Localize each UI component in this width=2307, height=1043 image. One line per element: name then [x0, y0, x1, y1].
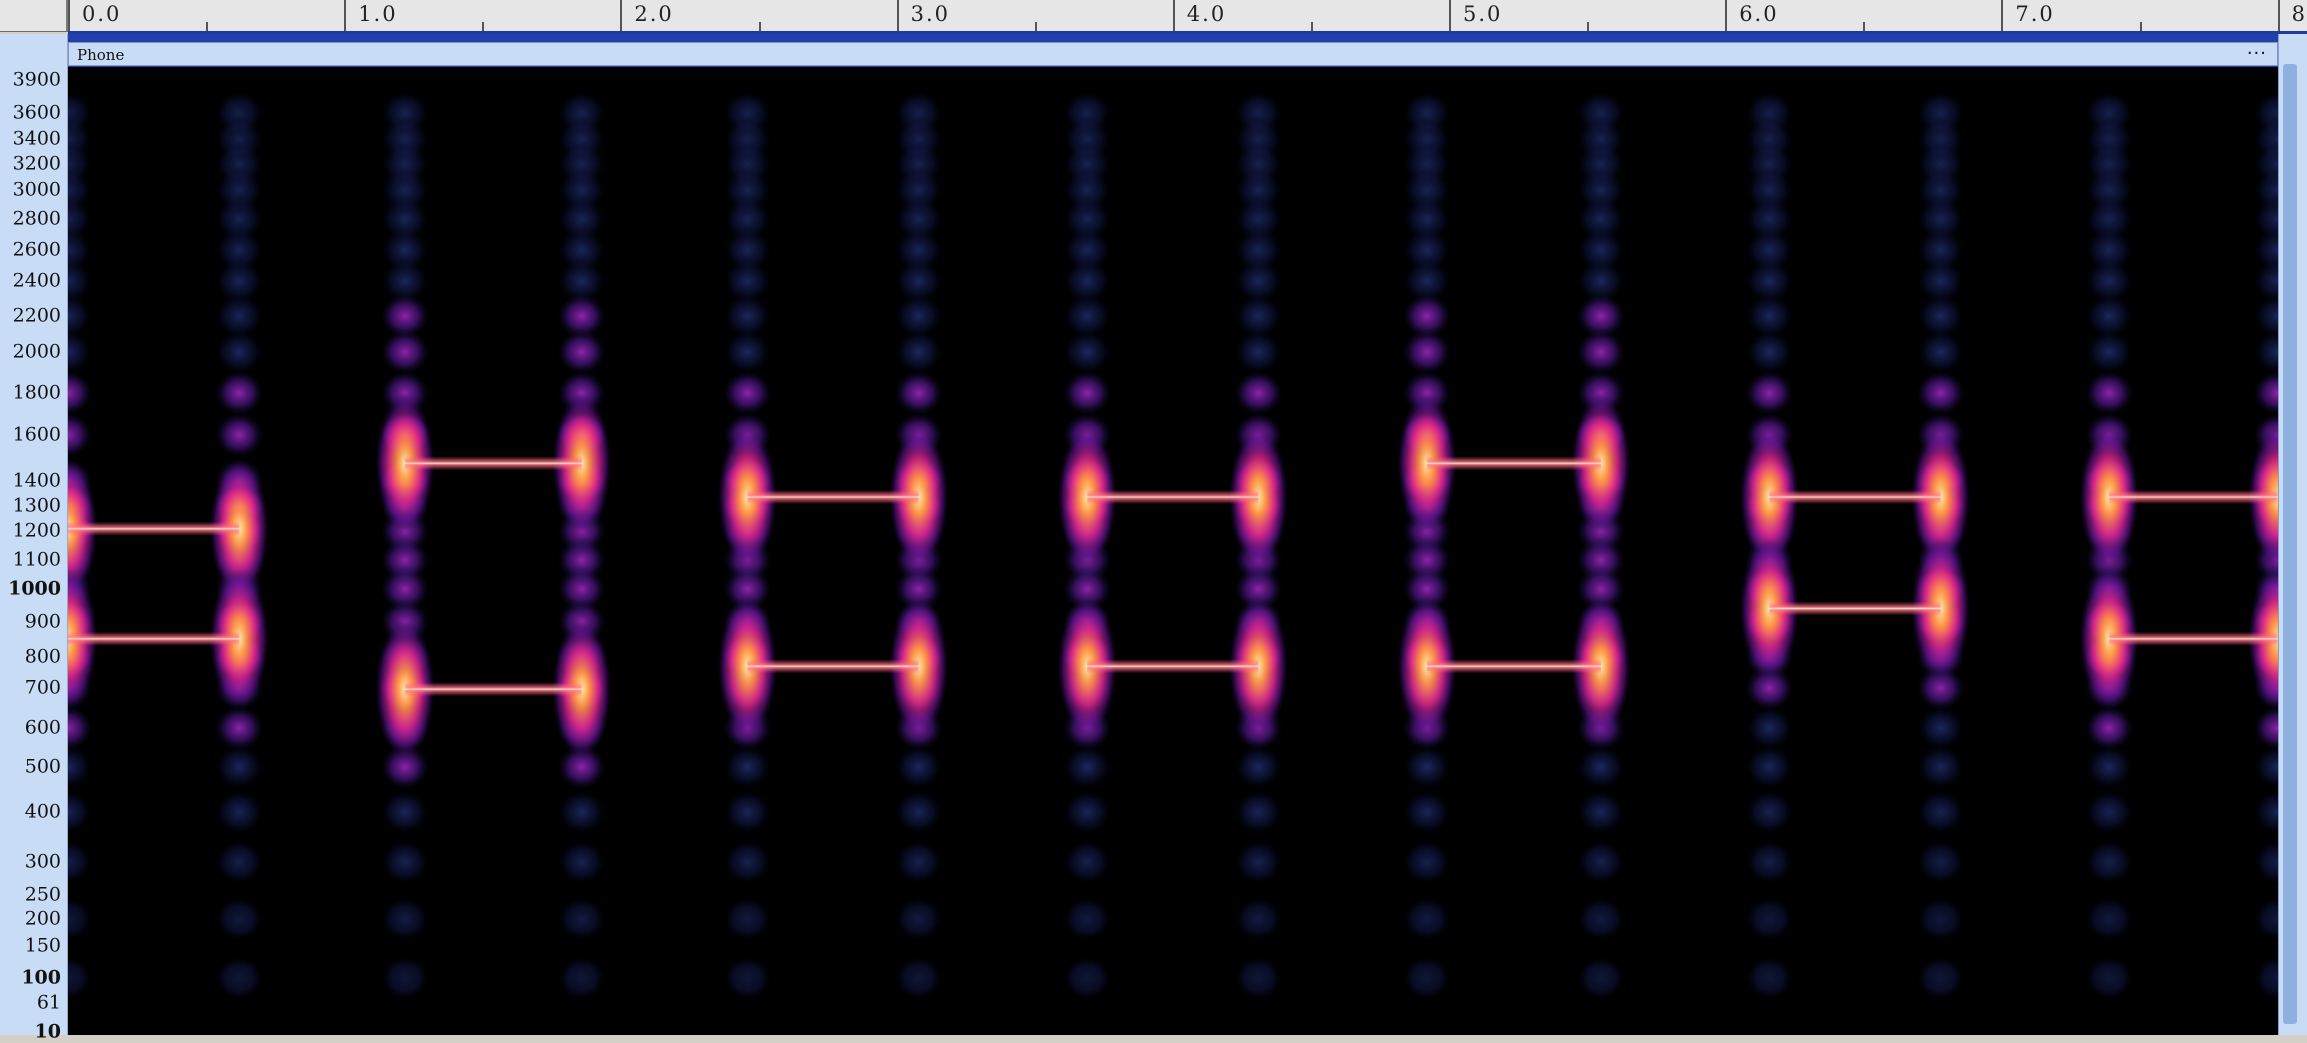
ruler-label: 6.0 — [1739, 2, 1779, 26]
ruler-label: 3.0 — [910, 2, 950, 26]
ruler-major-tick — [344, 0, 347, 31]
ruler-minor-tick — [2139, 22, 2142, 31]
freq-label: 100 — [21, 966, 61, 989]
freq-label: 1400 — [12, 469, 61, 492]
ruler-major-tick — [1449, 0, 1451, 31]
freq-label: 61 — [36, 991, 61, 1014]
freq-label: 1800 — [12, 381, 61, 404]
freq-label: 2800 — [12, 207, 61, 230]
time-ruler[interactable]: 0.0 1.0 2.0 3.0 4.0 5.0 6.0 7.0 8.0 — [0, 0, 2307, 32]
ruler-major-tick — [2001, 0, 2004, 31]
freq-label: 1000 — [8, 577, 61, 600]
ruler-minor-tick — [1310, 22, 1313, 31]
freq-label: 2000 — [12, 340, 61, 363]
ruler-major-tick — [896, 0, 899, 31]
ruler-label: 2.0 — [634, 2, 674, 26]
track-header[interactable]: Phone ··· — [68, 42, 2278, 66]
freq-label: 3200 — [12, 152, 61, 175]
freq-label: 1600 — [12, 423, 61, 446]
freq-label: 150 — [24, 934, 61, 957]
freq-label: 500 — [24, 755, 61, 778]
ruler-major-tick — [620, 0, 623, 31]
ruler-minor-tick — [1863, 22, 1866, 31]
freq-label: 200 — [24, 907, 61, 930]
freq-label: 2600 — [12, 238, 61, 261]
ruler-label: 8.0 — [2291, 2, 2307, 26]
ruler-major-tick — [1725, 0, 1728, 31]
ruler-major-tick — [1172, 0, 1175, 31]
ruler-label: 4.0 — [1186, 2, 1227, 26]
freq-label: 300 — [24, 850, 61, 873]
ruler-minor-tick — [758, 22, 761, 31]
freq-label: 3600 — [12, 101, 61, 124]
spectrogram-view[interactable] — [68, 67, 2278, 1035]
ruler-divider — [68, 31, 2307, 34]
ruler-label: 5.0 — [1463, 2, 1503, 26]
vertical-scrollbar[interactable] — [2278, 34, 2307, 1035]
freq-label: 250 — [24, 883, 61, 906]
track-name: Phone — [77, 46, 125, 64]
freq-label: 900 — [24, 610, 61, 633]
frequency-axis[interactable]: 3900 3600 3400 3200 3000 2800 2600 2400 2200 2000… — [0, 34, 68, 1041]
ruler-corner — [0, 0, 68, 31]
freq-label: 2400 — [12, 269, 61, 292]
freq-label: 2200 — [12, 304, 61, 327]
freq-label: 700 — [24, 676, 61, 699]
more-icon[interactable]: ··· — [2246, 43, 2267, 64]
scrollbar-thumb[interactable] — [2283, 64, 2297, 1024]
ruler-minor-tick — [1587, 22, 1590, 31]
freq-label: 10 — [34, 1020, 61, 1043]
freq-label: 1100 — [12, 548, 61, 571]
freq-label: 600 — [24, 716, 61, 739]
freq-label: 1200 — [12, 519, 61, 542]
freq-label: 3900 — [12, 68, 61, 91]
ruler-major-tick — [68, 0, 70, 31]
ruler-minor-tick — [1034, 22, 1037, 31]
ruler-label: 7.0 — [2015, 2, 2055, 26]
freq-label: 800 — [24, 645, 61, 668]
ruler-minor-tick — [482, 22, 485, 31]
ruler-label: 0.0 — [82, 2, 122, 26]
freq-label: 3400 — [12, 127, 61, 150]
freq-label: 3000 — [12, 178, 61, 201]
ruler-major-tick — [2277, 0, 2280, 31]
ruler-label: 1.0 — [358, 2, 398, 26]
freq-label: 400 — [24, 800, 61, 823]
freq-label: 1300 — [12, 494, 61, 517]
ruler-minor-tick — [206, 22, 209, 31]
